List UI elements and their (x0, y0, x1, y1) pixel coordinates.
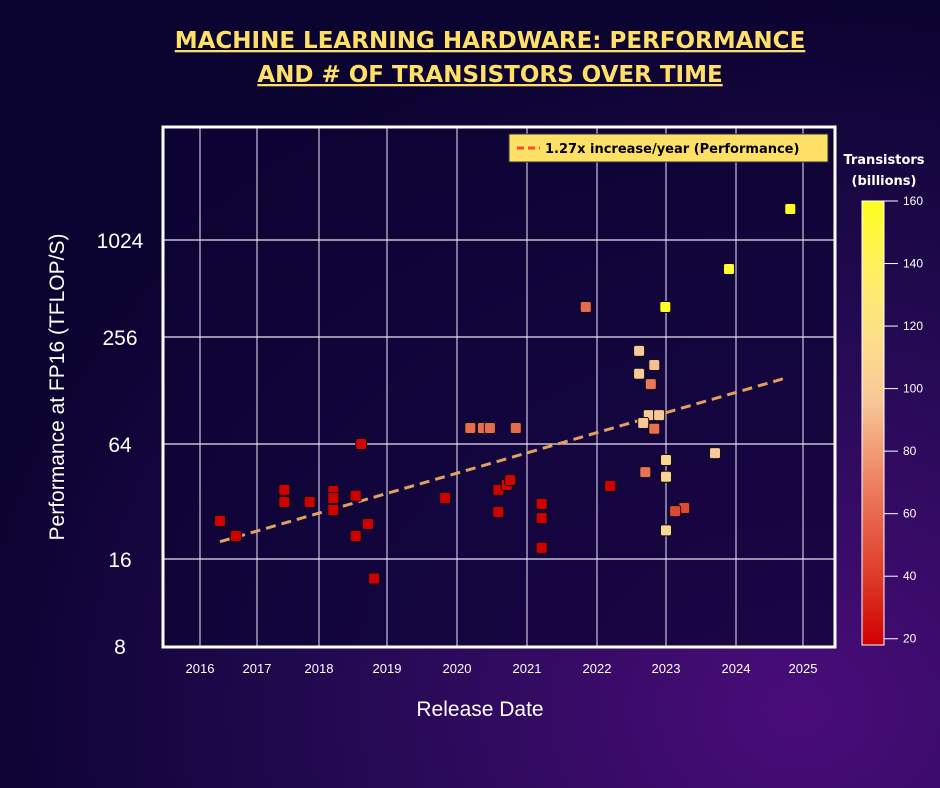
data-point (648, 359, 661, 372)
chart-title-line-1: MACHINE LEARNING HARDWARE: PERFORMANCE (175, 28, 806, 54)
x-tick-label: 2018 (305, 661, 334, 676)
colorbar-tick-label: 160 (903, 194, 923, 208)
data-points (213, 202, 797, 585)
y-tick-label: 256 (102, 327, 137, 350)
data-point (604, 479, 617, 492)
data-point (464, 421, 477, 434)
colorbar-ticks: 20 40 60 80 100 120 140 160 (884, 194, 923, 646)
data-point (660, 470, 672, 483)
legend-label: 1.27x increase/year (Performance) (545, 142, 799, 157)
x-tick-labels: 2016 2017 2018 2019 2020 2021 2022 2023 2024 2025 (186, 661, 818, 676)
colorbar-gradient (861, 200, 885, 646)
data-point (669, 505, 682, 518)
data-point (355, 438, 368, 450)
chart-title-line-2: AND # OF TRANSISTORS OVER TIME (257, 62, 722, 88)
data-point (483, 421, 496, 434)
data-point (492, 505, 505, 518)
grid (163, 127, 835, 647)
x-tick-label: 2024 (722, 661, 751, 676)
data-point (653, 409, 666, 422)
x-tick-label: 2021 (513, 661, 542, 676)
data-point (648, 422, 661, 435)
x-tick-label: 2025 (789, 661, 818, 676)
colorbar-tick-label: 60 (903, 507, 917, 521)
data-point (509, 421, 522, 434)
data-point (368, 572, 381, 585)
colorbar-tick-label: 120 (903, 319, 923, 333)
colorbar-tick-label: 140 (903, 257, 923, 271)
data-point (535, 497, 548, 510)
colorbar-tick-label: 40 (903, 569, 917, 583)
colorbar-tick-label: 80 (903, 444, 917, 458)
data-point (723, 263, 735, 276)
data-point (644, 378, 657, 391)
trend-line (219, 376, 786, 544)
data-point (535, 541, 548, 554)
colorbar-title-line-2: (billions) (852, 174, 917, 189)
data-point (535, 512, 548, 525)
plot-area (163, 127, 835, 647)
data-point (278, 483, 291, 496)
x-tick-label: 2016 (186, 661, 215, 676)
data-point (229, 530, 242, 543)
x-tick-label: 2019 (373, 661, 402, 676)
x-tick-label: 2023 (652, 661, 681, 676)
data-point (349, 489, 362, 502)
x-tick-label: 2022 (583, 661, 612, 676)
y-tick-label: 16 (108, 549, 131, 572)
data-point (349, 530, 362, 543)
colorbar-tick-label: 20 (903, 632, 917, 646)
y-tick-label: 1024 (97, 230, 144, 253)
data-point (633, 344, 646, 357)
x-axis-label: Release Date (416, 698, 543, 721)
x-tick-label: 2020 (443, 661, 472, 676)
data-point (660, 453, 672, 466)
y-tick-label: 64 (108, 434, 132, 457)
data-point (361, 517, 374, 530)
y-tick-labels: 8 16 64 256 1024 (97, 230, 144, 659)
data-point (303, 496, 316, 509)
colorbar-tick-label: 100 (903, 382, 923, 396)
data-point (784, 202, 797, 215)
data-point (637, 417, 650, 430)
data-point (504, 474, 517, 487)
colorbar-title-line-1: Transistors (843, 153, 924, 168)
x-tick-label: 2017 (243, 661, 272, 676)
data-point (278, 496, 291, 509)
data-point (633, 367, 646, 380)
y-axis-label: Performance at FP16 (TFLOP/S) (46, 234, 69, 541)
y-tick-label: 8 (114, 636, 126, 659)
data-point (327, 503, 340, 516)
data-point (660, 524, 672, 537)
data-point (579, 301, 592, 314)
data-point (213, 514, 226, 527)
data-point (439, 491, 452, 504)
data-point (327, 491, 340, 504)
plot-frame (161, 125, 837, 649)
legend: 1.27x increase/year (Performance) (508, 133, 829, 163)
data-point (709, 447, 721, 460)
data-point (659, 301, 672, 314)
colorbar: Transistors (billions) 20 40 60 80 100 120 140… (843, 153, 924, 646)
data-point (639, 466, 652, 479)
legend-box (508, 133, 829, 163)
